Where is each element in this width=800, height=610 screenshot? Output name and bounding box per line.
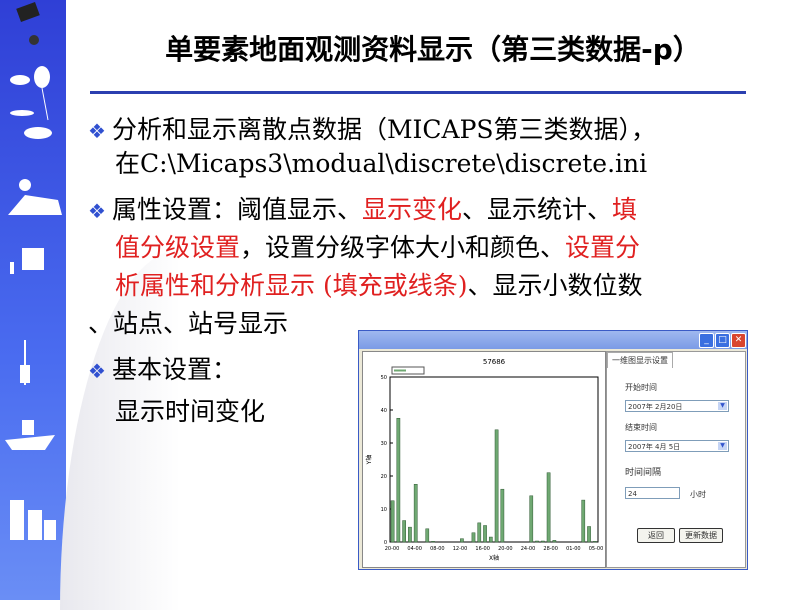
minimize-button[interactable]: _	[699, 333, 714, 348]
x-tick-label: 20-00	[385, 546, 400, 552]
bar	[546, 472, 551, 543]
highlight-text: 填	[611, 195, 637, 224]
bar	[535, 540, 539, 543]
x-tick-label: 28-00	[543, 546, 558, 552]
y-tick-label: 10	[381, 507, 387, 513]
chart-title: 57686	[483, 358, 506, 366]
x-tick-label: 05-00	[589, 546, 604, 552]
y-tick-label: 0	[384, 540, 387, 546]
bar	[402, 520, 406, 543]
end-time-picker[interactable]: 2007年 4月 5日 ▼	[625, 440, 729, 452]
window-titlebar: _ □ ✕	[359, 331, 747, 349]
chevron-down-icon[interactable]: ▼	[718, 402, 727, 410]
start-time-picker[interactable]: 2007年 2月20日 ▼	[625, 400, 729, 412]
bar	[500, 488, 505, 543]
maximize-button[interactable]: □	[715, 333, 730, 348]
y-axis-label: Y轴	[365, 455, 373, 466]
bullet-1-cont: 在C:\Micaps3\modual\discrete\discrete.ini	[115, 149, 648, 178]
bar	[408, 526, 412, 543]
highlight-text: 值分级设置	[115, 233, 241, 262]
x-tick-label: 08-00	[430, 546, 445, 552]
interval-unit: 小时	[690, 490, 706, 499]
interval-input[interactable]: 24	[625, 487, 680, 499]
bar	[529, 495, 534, 543]
bullet-2-line4: 、站点、站号显示	[88, 309, 289, 338]
highlight-text: 析属性和分析显示 (填充或线条)	[115, 271, 468, 300]
x-axis-label: X轴	[489, 554, 499, 562]
bullet-text: 基本设置：	[111, 355, 237, 384]
bullet-text: 、显示统计、	[461, 195, 612, 224]
bullet-2: ❖ 属性设置：阈值显示、显示变化、显示统计、填	[88, 191, 637, 230]
x-tick-label: 12-00	[453, 546, 468, 552]
bar	[592, 541, 597, 543]
bullet-2-line2: 值分级设置，设置分级字体大小和颜色、设置分	[115, 229, 640, 267]
tower-icon	[20, 340, 30, 385]
return-button[interactable]: 返回	[637, 528, 675, 543]
end-time-label: 结束时间	[625, 423, 657, 432]
bar	[477, 522, 482, 543]
chart-area: 57686 0 10 20 30 40 50 20-00 04-00 08-00 12-00 16-0…	[362, 351, 606, 568]
satellite-icon	[16, 2, 40, 45]
radar-station-icon	[8, 179, 62, 215]
bar	[581, 499, 586, 543]
end-time-value: 2007年 4月 5日	[628, 443, 681, 451]
interval-label: 时间间隔	[625, 468, 662, 478]
city-icon	[10, 500, 56, 540]
bar-chart: 57686 0 10 20 30 40 50 20-00 04-00 08-00 12-00 16-0…	[365, 358, 604, 562]
bar	[552, 540, 557, 543]
bar	[540, 540, 545, 543]
weather-illustrations	[5, 2, 62, 540]
bar	[413, 484, 418, 543]
bullet-1: ❖ 分析和显示离散点数据（MICAPS第三类数据），	[88, 111, 656, 150]
bar	[488, 536, 493, 543]
bar	[425, 528, 430, 543]
building-icon	[10, 248, 44, 274]
settings-panel: 一维图显示设置 开始时间 2007年 2月20日 ▼ 结束时间 2007年 4月 …	[606, 351, 746, 568]
bar	[494, 429, 499, 543]
bullet-3-cont: 显示时间变化	[115, 397, 266, 426]
x-tick-label: 20-00	[498, 546, 513, 552]
title-underline	[90, 91, 746, 94]
bar	[483, 525, 487, 543]
bar	[471, 532, 476, 543]
bullet-text: ，设置分级字体大小和颜色、	[240, 233, 566, 262]
bar	[390, 500, 395, 543]
plot-frame	[389, 376, 599, 543]
airplane-icon	[10, 110, 52, 139]
diamond-bullet-icon: ❖	[88, 359, 106, 383]
bullet-3: ❖ 基本设置：	[88, 351, 237, 390]
y-tick-label: 20	[381, 474, 387, 480]
bullet-2-line3: 析属性和分析显示 (填充或线条)、显示小数位数	[115, 267, 642, 305]
decorative-sidebar	[0, 0, 66, 600]
y-tick-label: 30	[381, 441, 387, 447]
bullet-text: 分析和显示离散点数据（MICAPS第三类数据），	[111, 115, 657, 144]
bar	[396, 418, 401, 543]
chevron-down-icon[interactable]: ▼	[718, 442, 727, 450]
diamond-bullet-icon: ❖	[88, 199, 106, 223]
diamond-bullet-icon: ❖	[88, 119, 106, 143]
highlight-text: 设置分	[565, 233, 641, 262]
bar	[431, 541, 435, 543]
tab-1d-display-settings[interactable]: 一维图显示设置	[607, 352, 673, 368]
close-button[interactable]: ✕	[731, 333, 746, 348]
bullet-text: 属性设置：阈值显示、	[111, 195, 362, 224]
chart-legend	[391, 366, 425, 375]
slide-title: 单要素地面观测资料显示（第三类数据-p）	[165, 33, 701, 66]
highlight-text: 显示变化	[361, 195, 462, 224]
update-data-button[interactable]: 更新数据	[679, 528, 723, 543]
x-tick-label: 16-00	[475, 546, 490, 552]
x-tick-label: 04-00	[407, 546, 422, 552]
y-tick-label: 40	[381, 408, 387, 414]
x-tick-label: 24-00	[521, 546, 536, 552]
x-tick-label: 01-00	[566, 546, 581, 552]
balloon-icon	[10, 66, 50, 121]
bar	[587, 526, 591, 543]
bullet-text: 、显示小数位数	[467, 271, 643, 300]
ship-icon	[5, 420, 55, 450]
start-time-value: 2007年 2月20日	[628, 403, 683, 411]
start-time-label: 开始时间	[625, 383, 657, 392]
y-tick-label: 50	[381, 375, 387, 381]
app-window-screenshot: _ □ ✕ 57686 0 10 20 30 40 50 20-00 04-00 08-00 12-…	[358, 330, 748, 570]
bar	[460, 538, 464, 543]
